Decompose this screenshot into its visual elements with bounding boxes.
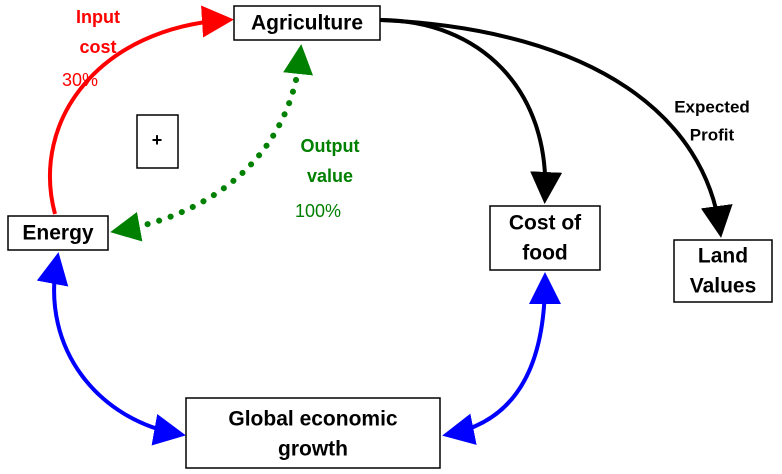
node-box <box>7 215 109 251</box>
edge-label: Profit <box>690 125 735 144</box>
black-arrow <box>379 18 733 238</box>
sign-label: + <box>152 130 163 150</box>
node-label: Land <box>698 245 748 268</box>
arrows <box>36 5 733 446</box>
edge-label: value <box>307 166 353 186</box>
node-label: Energy <box>22 222 94 245</box>
node-box <box>673 239 773 303</box>
node-label: food <box>522 242 567 265</box>
node-box <box>233 5 381 41</box>
edge-label: Output <box>301 136 360 156</box>
node-box <box>489 205 601 271</box>
edge-percent: 100% <box>295 201 341 221</box>
edge-label: Expected <box>674 97 750 116</box>
black-arrow <box>379 18 563 204</box>
blue-arrow <box>442 272 561 445</box>
blue-arrow <box>36 252 186 446</box>
node-label: Cost of <box>509 212 582 235</box>
edge-label: Input <box>76 7 120 27</box>
sign-box <box>136 114 179 169</box>
edge-percent: 30% <box>62 70 98 90</box>
node-label: Agriculture <box>251 12 363 35</box>
node-label: growth <box>278 438 348 461</box>
green-arrow <box>110 44 313 242</box>
node-box <box>185 397 441 469</box>
red-arrow <box>48 5 234 215</box>
node-label: Global economic <box>228 408 398 431</box>
edge-label: cost <box>79 37 116 57</box>
node-label: Values <box>690 275 757 298</box>
